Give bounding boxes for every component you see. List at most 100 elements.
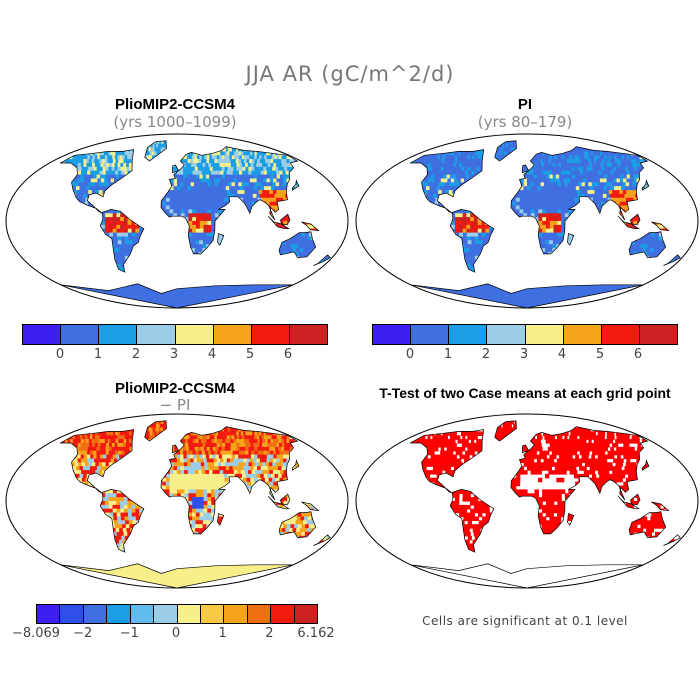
panel-subtitle-bottom-left: − PI [159,396,191,414]
coastline-australia [628,231,667,259]
coastline-borneo [630,213,641,226]
coastline-madagascar [217,233,225,246]
colorbar-top-right-swatch [449,325,488,344]
map-frame [355,413,699,589]
coastline-antarctica [410,283,644,309]
panel-subtitle-top-left: (yrs 1000–1099) [113,113,237,131]
colorbar-top-left-swatch [251,325,290,344]
coastline-uk [521,164,530,174]
colorbar-bottom-left-swatch [154,605,178,623]
colorbar-bottom-left-swatch [294,605,318,623]
colorbar-top-left-swatch [23,325,62,344]
colorbar-bottom-left-swatch [37,605,61,623]
coastline-japan [641,179,650,191]
colorbar-top-left-swatch [137,325,176,344]
map-top-left [5,133,349,309]
colorbar-top-right-swatch [411,325,450,344]
map-frame [5,413,349,589]
coastline-uk [521,444,530,454]
colorbar-tick-label: −2 [73,626,93,641]
coastline-madagascar [567,233,575,246]
panel-title-top-left: PlioMIP2-CCSM4 [114,96,235,113]
coastline-madagascar [217,513,225,526]
coastline-australia [628,511,667,539]
colorbar-top-left-swatch [61,325,100,344]
coastline-borneo [280,493,291,506]
colorbar-top-left [22,324,328,345]
coastline-africa-eurasia [160,146,299,255]
colorbar-top-right [372,324,678,345]
colorbar-top-right-swatch [563,325,602,344]
colorbar-tick-label: 2 [481,347,491,362]
colorbar-tick-label: 2 [265,626,274,641]
colorbar-tick-label: 0 [171,626,181,641]
coastline-africa-eurasia [510,426,649,535]
map-bottom-left [5,413,349,589]
coastline-north-america [410,429,485,494]
coastline-north-america [60,429,135,494]
colorbar-tick-label: 1 [443,347,453,362]
coastline-africa-eurasia [160,426,299,535]
coastline-new-zealand [663,254,681,266]
coastline-new-guinea [301,501,320,512]
colorbar-tick-label: 3 [169,347,179,362]
colorbar-tick-label: 1 [218,626,227,641]
colorbar-tick-label: 6.162 [297,626,335,641]
colorbar-tick-label: 4 [557,347,567,362]
coastline-greenland [494,420,517,442]
coastline-indonesia [267,495,290,510]
coastline-greenland [144,140,167,162]
colorbar-bottom-left-swatch [107,605,131,623]
colorbar-top-left-swatch [289,325,327,344]
coastline-south-america [449,489,495,553]
significance-note: Cells are significant at 0.1 level [422,614,628,628]
colorbar-top-right-swatch [639,325,677,344]
figure-title: JJA AR (gC/m^2/d) [245,62,455,86]
coastline-greenland [144,420,167,442]
colorbar-top-right-swatch [525,325,564,344]
colorbar-bottom-left-swatch [247,605,272,623]
colorbar-bottom-left-swatch [130,605,155,623]
coastline-greenland [494,140,517,162]
coastline-borneo [630,493,641,506]
coastline-new-zealand [663,534,681,546]
map-frame [5,133,349,309]
coastline-borneo [280,213,291,226]
colorbar-bottom-left [36,604,318,624]
colorbar-top-right-swatch [601,325,640,344]
coastline-antarctica [410,563,644,589]
colorbar-tick-label: 6 [283,347,293,362]
coastline-south-america [449,209,495,273]
coastline-north-america [60,149,135,214]
coastline-south-america [99,209,145,273]
coastline-new-zealand [313,254,331,266]
coastline-madagascar [567,513,575,526]
colorbar-tick-label: 1 [93,347,103,362]
colorbar-bottom-left-swatch [200,605,225,623]
colorbar-top-right-swatch [373,325,412,344]
colorbar-tick-label: 0 [405,347,415,362]
coastline-new-guinea [651,221,670,232]
colorbar-tick-label: 3 [519,347,529,362]
colorbar-tick-label: 5 [595,347,605,362]
colorbar-bottom-left-swatch [224,605,248,623]
coastline-indonesia [617,215,640,230]
colorbar-top-left-swatch [99,325,138,344]
map-frame [355,133,699,309]
panel-subtitle-top-right: (yrs 80–179) [477,113,573,131]
coastline-australia [278,231,317,259]
coastline-africa-eurasia [510,146,649,255]
coastline-japan [291,459,300,471]
colorbar-tick-label: −8.069 [11,626,61,641]
coastline-south-america [99,489,145,553]
map-top-right [355,133,699,309]
colorbar-top-left-swatch [213,325,252,344]
colorbar-tick-label: 0 [55,347,65,362]
coastline-australia [278,511,317,539]
coastline-uk [171,164,180,174]
panel-title-top-right: PI [517,96,533,113]
coastline-antarctica [60,283,294,309]
colorbar-bottom-left-swatch [271,605,295,623]
colorbar-top-right-swatch [487,325,526,344]
colorbar-tick-label: 5 [245,347,255,362]
